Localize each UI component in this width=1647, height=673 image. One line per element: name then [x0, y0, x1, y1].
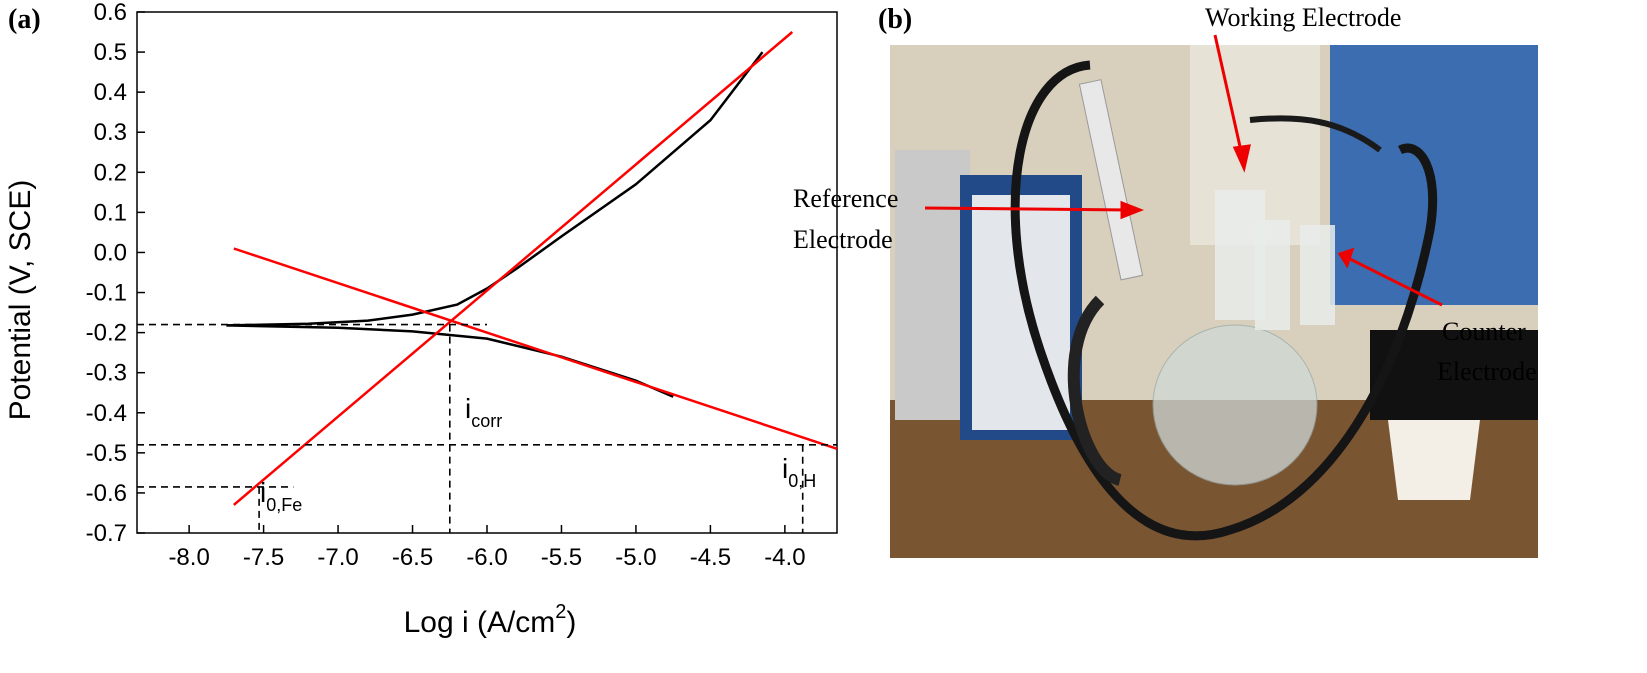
annotation-sub: corr: [471, 411, 502, 431]
x-axis-label-text: ): [566, 606, 576, 639]
photo-flask: [1152, 324, 1318, 486]
photo: [890, 45, 1538, 558]
y-tick-label: 0.3: [94, 119, 127, 146]
photo-reference-electrode: [1078, 79, 1144, 281]
photo-cable: [1067, 295, 1123, 486]
curve: [226, 51, 764, 327]
curve: [233, 247, 838, 450]
callout: Reference Electrode: [793, 184, 898, 254]
y-axis-label: Potential (V, SCE): [4, 180, 37, 421]
x-tick-label: -8.0: [168, 544, 209, 571]
y-tick-label: 0.1: [94, 199, 127, 226]
x-tick-label: -7.0: [317, 544, 358, 571]
arrow-head: [1337, 247, 1355, 269]
curve: [226, 324, 674, 398]
callout-line: Electrode: [793, 225, 893, 254]
x-tick-label: -7.5: [243, 544, 284, 571]
callout: Working Electrode: [1205, 3, 1401, 32]
photo-instrument-side: [895, 150, 970, 420]
photo-cable: [1010, 60, 1438, 541]
x-tick-label: -5.0: [615, 544, 656, 571]
arrow: [1213, 34, 1245, 161]
arrow-head: [1232, 144, 1251, 173]
y-tick-label: -0.7: [86, 520, 127, 547]
photo-cable: [1249, 115, 1382, 153]
y-tick-label: -0.5: [86, 440, 127, 467]
callout-line: Electrode: [1437, 357, 1537, 386]
x-tick-label: -6.0: [466, 544, 507, 571]
panel-label: (a): [8, 4, 41, 35]
callout-line: Counter: [1442, 317, 1526, 346]
x-axis-label-sup: 2: [555, 601, 566, 623]
annotation-text: i: [260, 477, 266, 508]
callout-arrows: [924, 34, 1443, 307]
y-tick-label: 0.2: [94, 159, 127, 186]
callout-line: Working Electrode: [1205, 3, 1401, 32]
y-tick-label: -0.1: [86, 280, 127, 307]
arrow: [1347, 256, 1443, 307]
y-tick-label: -0.6: [86, 480, 127, 507]
annotation-text: i: [782, 453, 788, 484]
annotation-text: i: [465, 393, 471, 424]
annotation: i0,H: [782, 453, 816, 491]
plot-area: 0.6 0.5 0.4 0.3 0.2 0.1 0.0 -0.1 -0.2 -0.3 -0.4 -0.…: [86, 0, 838, 571]
arrow-head: [1120, 200, 1145, 220]
callout-line: Reference: [793, 184, 898, 213]
annotation-sub: 0,H: [788, 471, 816, 491]
annotation-sub: 0,Fe: [266, 495, 302, 515]
y-tick-label: 0.5: [94, 39, 127, 66]
x-axis-label-text: Log i (A/cm: [404, 606, 556, 639]
annotation: icorr: [465, 393, 502, 431]
callouts: Working Electrode Reference Electrode Cou…: [793, 3, 1537, 386]
x-axis-label: Log i (A/cm2): [404, 601, 577, 639]
x-tick-label: -4.5: [690, 544, 731, 571]
x-tick-label: -5.5: [541, 544, 582, 571]
y-tick-label: -0.3: [86, 360, 127, 387]
x-tick-label: -4.0: [764, 544, 805, 571]
callout: Counter Electrode: [1437, 317, 1537, 386]
photo-flask-neck: [1300, 225, 1335, 325]
photo-flask-neck: [1255, 220, 1290, 330]
y-tick-label: 0.0: [94, 239, 127, 266]
y-tick-label: 0.4: [94, 79, 127, 106]
y-tick-label: 0.6: [94, 0, 127, 26]
arrow: [924, 206, 1131, 212]
photo-cup: [1388, 420, 1480, 500]
y-tick-label: -0.2: [86, 320, 127, 347]
curve: [232, 31, 794, 506]
annotation: i0,Fe: [260, 477, 302, 515]
x-tick-label: -6.5: [392, 544, 433, 571]
y-tick-label: -0.4: [86, 400, 127, 427]
panel-label: (b): [878, 4, 912, 35]
